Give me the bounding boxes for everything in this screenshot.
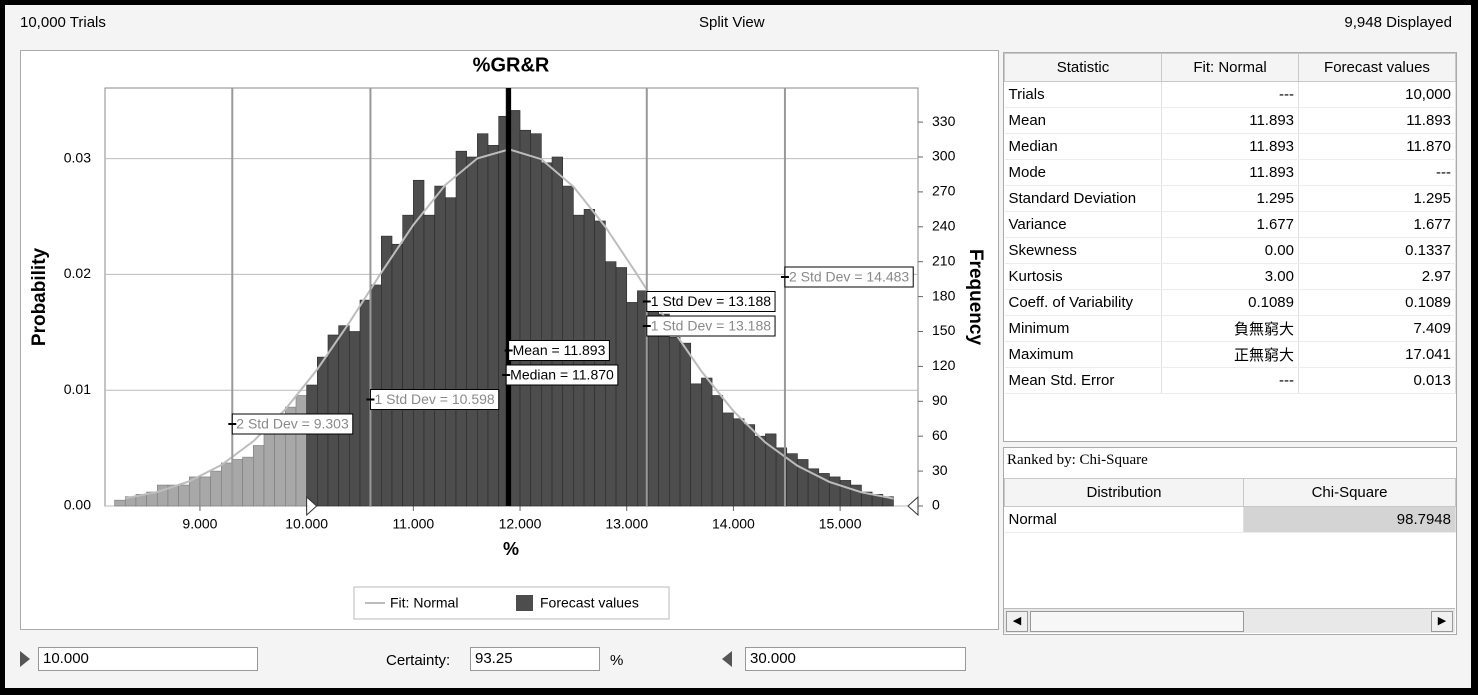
column-header: Fit: Normal xyxy=(1161,53,1299,82)
stat-cell: 0.1089 xyxy=(1298,289,1456,316)
ranking-title: Ranked by: Chi-Square xyxy=(1007,452,1148,468)
stat-row: Variance 1.677 1.677 xyxy=(1004,211,1456,238)
stat-cell: Coeff. of Variability xyxy=(1004,289,1162,316)
ranking-cell: 98.7948 xyxy=(1243,506,1456,533)
stat-cell: 0.1089 xyxy=(1161,289,1299,316)
stat-row: Kurtosis 3.00 2.97 xyxy=(1004,263,1456,290)
certainty-input[interactable]: 93.25 xyxy=(470,647,600,671)
lower-grabber[interactable] xyxy=(20,651,30,667)
scroll-left[interactable]: ◀ xyxy=(1006,611,1028,632)
stat-cell: 11.893 xyxy=(1161,159,1299,186)
stat-cell: 1.677 xyxy=(1298,211,1456,238)
stat-row: Trials --- 10,000 xyxy=(1004,81,1456,108)
stat-cell: 3.00 xyxy=(1161,263,1299,290)
stat-cell: Mean xyxy=(1004,107,1162,134)
ranking-cell: Normal xyxy=(1004,506,1244,533)
stat-row: Mean 11.893 11.893 xyxy=(1004,107,1456,134)
stat-row: Mean Std. Error --- 0.013 xyxy=(1004,367,1456,394)
scroll-right[interactable]: ▶ xyxy=(1431,611,1453,632)
scroll-thumb[interactable] xyxy=(1030,611,1244,632)
stat-cell: 0.00 xyxy=(1161,237,1299,264)
column-header: Forecast values xyxy=(1298,53,1456,82)
stat-cell: Trials xyxy=(1004,81,1162,108)
stat-cell: 1.295 xyxy=(1298,185,1456,212)
stat-cell: 負無窮大 xyxy=(1161,315,1299,342)
ranking-panel xyxy=(1003,447,1457,635)
stat-cell: Variance xyxy=(1004,211,1162,238)
stat-cell: --- xyxy=(1161,367,1299,394)
header-row: Statistic Fit: Normal Forecast values xyxy=(1004,53,1456,82)
stat-cell: 10,000 xyxy=(1298,81,1456,108)
stat-row: Median 11.893 11.870 xyxy=(1004,133,1456,160)
column-header: Chi-Square xyxy=(1243,478,1456,507)
stat-cell: --- xyxy=(1298,159,1456,186)
trials: 10,000 Trials xyxy=(20,14,106,31)
stat-cell: 正無窮大 xyxy=(1161,341,1299,368)
stat-row: Mode 11.893 --- xyxy=(1004,159,1456,186)
stat-cell: 11.893 xyxy=(1161,133,1299,160)
stat-cell: 0.1337 xyxy=(1298,237,1456,264)
stat-cell: 17.041 xyxy=(1298,341,1456,368)
ranking-table: Distribution Chi-Square Normal 98.7948 xyxy=(1004,478,1456,533)
view-mode[interactable]: Split View xyxy=(699,14,765,31)
chart-panel xyxy=(20,50,999,630)
upper-grabber[interactable] xyxy=(722,651,732,667)
lower-input[interactable]: 10.000 xyxy=(38,647,258,671)
column-header: Statistic xyxy=(1004,53,1162,82)
header-row: Distribution Chi-Square xyxy=(1004,478,1456,507)
stat-row: Skewness 0.00 0.1337 xyxy=(1004,237,1456,264)
ranking-row[interactable]: Normal 98.7948 xyxy=(1004,506,1456,533)
stat-cell: Kurtosis xyxy=(1004,263,1162,290)
stat-cell: Mode xyxy=(1004,159,1162,186)
stat-cell: Median xyxy=(1004,133,1162,160)
stat-cell: 2.97 xyxy=(1298,263,1456,290)
upper-input[interactable]: 30.000 xyxy=(745,647,966,671)
stat-cell: 7.409 xyxy=(1298,315,1456,342)
stat-cell: Mean Std. Error xyxy=(1004,367,1162,394)
stat-cell: Maximum xyxy=(1004,341,1162,368)
stat-cell: Standard Deviation xyxy=(1004,185,1162,212)
stat-row: Minimum 負無窮大 7.409 xyxy=(1004,315,1456,342)
stat-cell: 1.295 xyxy=(1161,185,1299,212)
stat-cell: --- xyxy=(1161,81,1299,108)
stat-row: Standard Deviation 1.295 1.295 xyxy=(1004,185,1456,212)
stat-cell: 1.677 xyxy=(1161,211,1299,238)
stat-cell: Skewness xyxy=(1004,237,1162,264)
certainty-label: Certainty: xyxy=(386,652,451,669)
certainty-unit: % xyxy=(610,652,624,669)
statistics-table: Statistic Fit: Normal Forecast values Trial… xyxy=(1004,53,1456,394)
stat-cell: 0.013 xyxy=(1298,367,1456,394)
stat-row: Coeff. of Variability 0.1089 0.1089 xyxy=(1004,289,1456,316)
stat-cell: 11.870 xyxy=(1298,133,1456,160)
column-header: Distribution xyxy=(1004,478,1244,507)
scrollbar[interactable]: ◀ ▶ xyxy=(1004,608,1455,633)
displayed: 9,948 Displayed xyxy=(1344,14,1452,31)
stat-cell: 11.893 xyxy=(1161,107,1299,134)
stat-cell: Minimum xyxy=(1004,315,1162,342)
stat-row: Maximum 正無窮大 17.041 xyxy=(1004,341,1456,368)
stat-cell: 11.893 xyxy=(1298,107,1456,134)
